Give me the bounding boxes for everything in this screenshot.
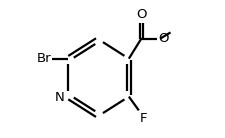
Text: F: F (139, 112, 146, 125)
Text: O: O (157, 32, 168, 45)
Text: Br: Br (36, 52, 51, 65)
Text: O: O (135, 8, 146, 21)
Text: N: N (55, 91, 64, 104)
